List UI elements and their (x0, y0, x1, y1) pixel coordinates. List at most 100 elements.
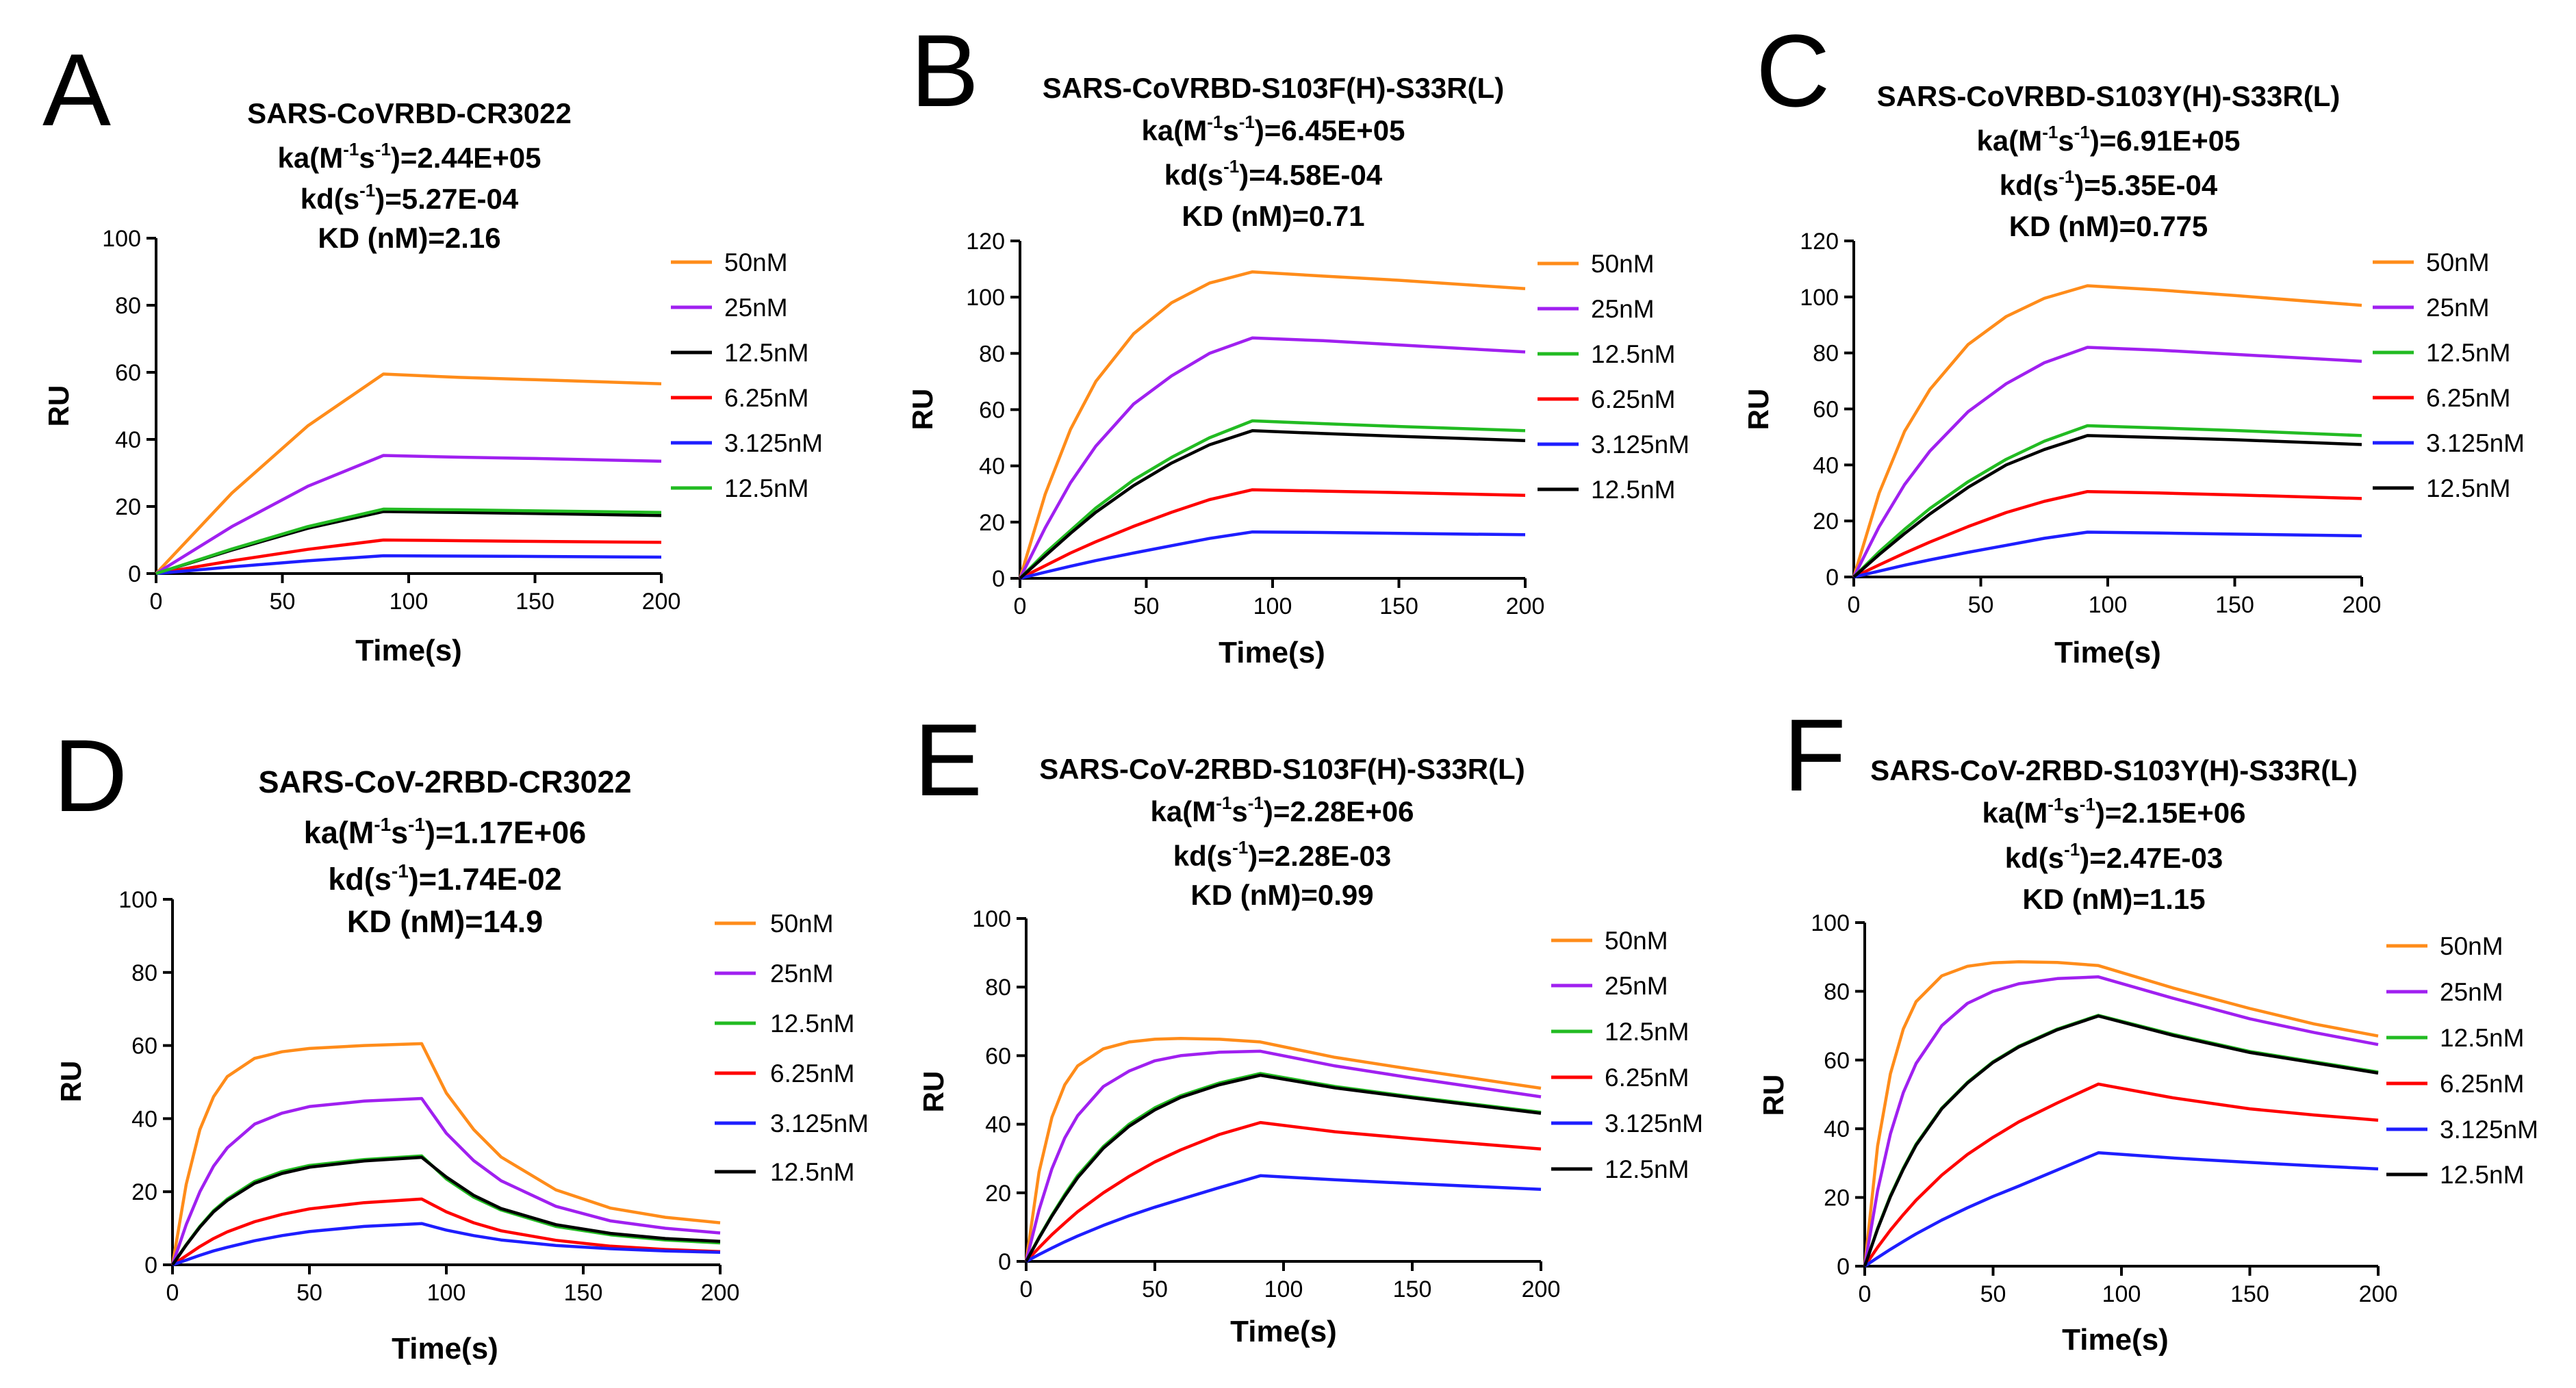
legend-label: 12.5nM (1605, 1155, 1689, 1183)
panel-letter: D (53, 718, 127, 833)
y-tick-label: 20 (985, 1181, 1011, 1207)
series-line-12-5nm (155, 507, 662, 576)
panel-title: SARS-CoV-2RBD-CR3022 (258, 764, 631, 799)
kd-number: )=2.28E-03 (1248, 840, 1391, 872)
series-line-12-5nm (1019, 419, 1526, 580)
panel-letter: F (1783, 697, 1846, 812)
ka-prefix: ka(M (304, 815, 374, 850)
legend-label: 25nM (1591, 295, 1655, 323)
legend-label: 6.25nM (770, 1059, 854, 1088)
ka-value: ka(M-1s-1)=2.44E+05 (278, 139, 541, 174)
y-tick-label: 80 (115, 293, 141, 319)
ka-prefix: ka(M (1142, 114, 1208, 146)
legend-label: 12.5nM (2426, 339, 2510, 367)
panel-title: SARS-CoVRBD-S103F(H)-S33R(L) (1043, 72, 1504, 104)
y-tick-label: 80 (979, 341, 1005, 367)
ka-exponent-m: -1 (2048, 794, 2063, 814)
series-line-12-5nm (171, 1155, 721, 1266)
x-axis-label: Time(s) (355, 634, 462, 667)
y-tick-label: 0 (128, 561, 141, 587)
series-line-25nm (1024, 1049, 1542, 1262)
series-line-6-25nm (171, 1197, 721, 1266)
ka-exponent-s: -1 (1248, 793, 1264, 813)
series-line-3-125nm (172, 1222, 721, 1267)
y-tick-label: 20 (979, 510, 1005, 536)
series-line-6-25nm (1025, 1120, 1542, 1263)
series-line-3-125nm (1863, 1151, 2379, 1268)
ka-value: ka(M-1s-1)=2.15E+06 (1982, 794, 2246, 829)
x-axis-label: Time(s) (1219, 636, 1325, 669)
ka-exponent-m: -1 (2042, 122, 2058, 142)
kd-exponent: -1 (2064, 839, 2080, 860)
series-line-12-5nm (1863, 1014, 2379, 1267)
series-line-50nm (155, 372, 662, 575)
series-line-50nm (1024, 1037, 1542, 1262)
y-tick-label: 0 (998, 1249, 1011, 1275)
kd-number: )=5.27E-04 (375, 183, 519, 215)
ka-number: )=2.15E+06 (2095, 797, 2246, 829)
x-axis-label: Time(s) (1230, 1315, 1337, 1348)
ka-exponent-s: -1 (375, 139, 391, 159)
ka-exponent-s: -1 (1239, 112, 1255, 132)
series-line-25nm (170, 1096, 721, 1265)
legend-label: 12.5nM (1591, 476, 1675, 504)
x-tick-label: 50 (1142, 1276, 1168, 1302)
ka-number: )=6.45E+05 (1255, 114, 1405, 146)
x-tick-label: 100 (1264, 1276, 1303, 1302)
ka-value: ka(M-1s-1)=6.91E+05 (1977, 122, 2241, 157)
series-line-50nm (1863, 960, 2379, 1267)
legend-label: 25nM (1605, 972, 1668, 1000)
y-tick-label: 80 (131, 960, 157, 986)
x-tick-label: 200 (2343, 592, 2382, 618)
legend-label: 12.5nM (1591, 340, 1675, 368)
y-tick-label: 120 (966, 229, 1005, 255)
panel-title: SARS-CoVRBD-S103Y(H)-S33R(L) (1877, 80, 2341, 112)
x-tick-label: 150 (1379, 593, 1418, 619)
panel-letter: A (42, 32, 111, 147)
legend-label: 50nM (724, 248, 788, 277)
kd-value: kd(s-1)=5.27E-04 (301, 180, 519, 215)
ka-prefix: ka(M (1151, 795, 1216, 827)
x-axis-label: Time(s) (2062, 1323, 2169, 1357)
KD-value: KD (nM)=0.99 (1190, 879, 1373, 911)
series-line-12-5nm (1025, 1073, 1542, 1263)
y-tick-label: 0 (144, 1252, 157, 1278)
ka-number: )=2.28E+06 (1264, 795, 1414, 827)
legend-label: 50nM (2426, 248, 2490, 277)
x-tick-label: 50 (1980, 1281, 2006, 1307)
series-line-3-125nm (155, 554, 662, 576)
ka-s: s (359, 142, 374, 174)
ka-exponent-s: -1 (2080, 794, 2095, 814)
y-tick-label: 20 (131, 1179, 157, 1205)
y-tick-label: 100 (972, 906, 1011, 932)
kd-value: kd(s-1)=4.58E-04 (1164, 156, 1383, 191)
x-tick-label: 100 (2102, 1281, 2141, 1307)
kd-value: kd(s-1)=1.74E-02 (328, 860, 561, 897)
series-line-6-25nm (155, 538, 662, 576)
kd-value: kd(s-1)=2.47E-03 (2005, 839, 2223, 874)
y-tick-label: 40 (1813, 452, 1839, 478)
kd-prefix: kd(s (328, 862, 392, 897)
panel-f: F SARS-CoV-2RBD-S103Y(H)-S33R(L)ka(M-1s-1… (1757, 697, 2538, 1357)
y-tick-label: 100 (118, 887, 157, 913)
legend-label: 6.25nM (724, 384, 808, 412)
legend-label: 3.125nM (1591, 430, 1689, 459)
x-tick-label: 0 (1020, 1276, 1033, 1302)
x-tick-label: 200 (1506, 593, 1545, 619)
series-line-3-125nm (1853, 530, 2362, 579)
kd-prefix: kd(s (2000, 169, 2058, 201)
legend-label: 50nM (770, 910, 834, 938)
x-axis-label: Time(s) (2054, 636, 2161, 669)
ka-value: ka(M-1s-1)=2.28E+06 (1151, 793, 1414, 827)
series-line-25nm (1018, 336, 1526, 580)
series-line-25nm (1852, 346, 2362, 578)
panel-letter: C (1756, 13, 1830, 128)
x-tick-label: 50 (1134, 593, 1160, 619)
kd-prefix: kd(s (2005, 842, 2064, 874)
y-axis-label: RU (917, 1071, 949, 1113)
y-tick-label: 60 (131, 1033, 157, 1059)
panel-a: A SARS-CoVRBD-CR3022ka(M-1s-1)=2.44E+05kd… (42, 32, 823, 667)
legend-label: 25nM (2426, 294, 2490, 322)
y-tick-label: 100 (102, 226, 141, 252)
y-axis-label: RU (1742, 389, 1774, 430)
